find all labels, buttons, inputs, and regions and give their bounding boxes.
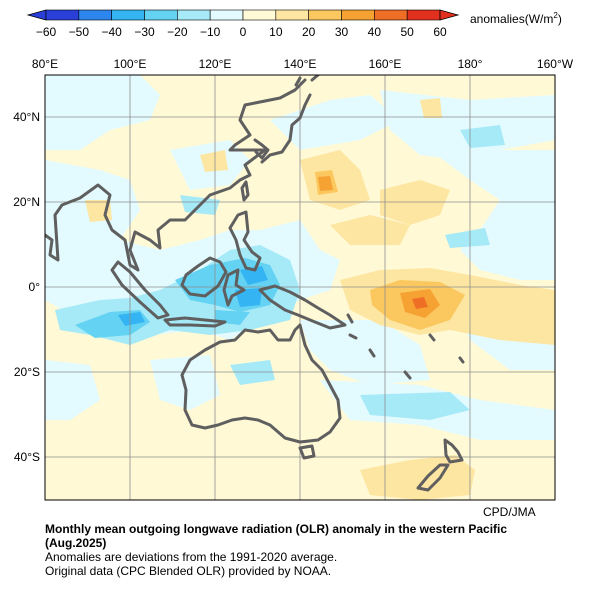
colorbar-tick-label: 0 bbox=[239, 25, 247, 39]
colorbar-tick-label: 10 bbox=[269, 25, 283, 39]
lat-label-20n: 20°N bbox=[13, 195, 40, 209]
asia-coast bbox=[45, 78, 307, 272]
colorbar-tick-label: 20 bbox=[301, 25, 316, 39]
australia-coast bbox=[180, 323, 342, 444]
colorbar-units: anomalies(W/m2) bbox=[470, 11, 562, 26]
colorbar-tick-label: −30 bbox=[134, 25, 155, 39]
taiwan-coast bbox=[240, 180, 250, 202]
lon-label-120e: 120°E bbox=[198, 57, 232, 71]
japan-coast bbox=[260, 75, 320, 164]
credit-label: CPD/JMA bbox=[483, 505, 536, 519]
colorbar-tick-label: −20 bbox=[167, 25, 188, 39]
colorbar-tick-label: 30 bbox=[334, 25, 349, 39]
sumatra-coast bbox=[110, 260, 170, 320]
caption-line-2: Original data (CPC Blended OLR) provided… bbox=[45, 564, 332, 578]
caption-title: Monthly mean outgoing longwave radiation… bbox=[45, 522, 508, 550]
islands-coast bbox=[346, 313, 465, 380]
anomaly-peak-positive bbox=[412, 297, 428, 309]
colorbar-tick-label: −40 bbox=[101, 25, 122, 39]
borneo-coast bbox=[180, 256, 228, 298]
colorbar-tick-label: −50 bbox=[68, 25, 89, 39]
lon-label-100e: 100°E bbox=[113, 57, 147, 71]
colorbar-tick-label: −10 bbox=[199, 25, 221, 39]
lat-label-20s: 20°S bbox=[13, 365, 40, 379]
lon-label-80e: 80°E bbox=[31, 57, 59, 71]
sulawesi-coast bbox=[222, 268, 246, 307]
lon-label-160e: 160°E bbox=[368, 57, 402, 71]
caption: Monthly mean outgoing longwave radiation… bbox=[45, 522, 565, 578]
lon-label-180: 180° bbox=[457, 57, 483, 71]
lat-label-40n: 40°N bbox=[13, 110, 40, 124]
colorbar-tick-label: −60 bbox=[35, 25, 57, 39]
colorbar bbox=[26, 9, 460, 21]
colorbar-tick-label: 40 bbox=[367, 25, 381, 39]
map-frame bbox=[44, 74, 556, 501]
lon-label-140e: 140°E bbox=[283, 57, 317, 71]
korea-coast bbox=[253, 138, 270, 160]
lat-label-40s: 40°S bbox=[13, 450, 40, 464]
lat-label-0: 0° bbox=[28, 280, 40, 294]
new-guinea-coast bbox=[258, 284, 347, 330]
new-zealand-coast bbox=[416, 438, 464, 492]
colorbar-right-arrow bbox=[439, 9, 460, 21]
philippines-coast bbox=[228, 210, 262, 272]
graticule bbox=[45, 75, 555, 500]
tasmania-coast bbox=[298, 444, 316, 460]
coastlines bbox=[45, 75, 465, 492]
colorbar-tick-label: 50 bbox=[400, 25, 414, 39]
java-coast bbox=[163, 316, 227, 328]
lon-label-160w: 160°W bbox=[536, 57, 574, 71]
caption-line-1: Anomalies are deviations from the 1991-2… bbox=[45, 550, 338, 564]
colorbar-tick-label: 60 bbox=[433, 25, 447, 39]
